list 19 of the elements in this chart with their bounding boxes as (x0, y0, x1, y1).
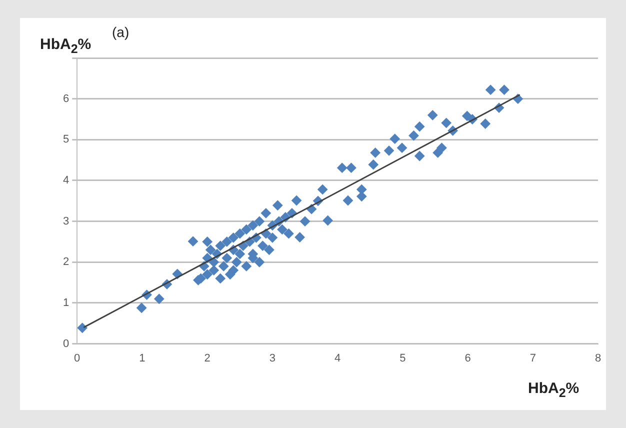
x-tick-label: 8 (594, 352, 602, 364)
text: (a) (112, 24, 130, 40)
y-tick-label: 5 (62, 134, 70, 146)
y-tick-label: 1 (62, 297, 70, 310)
y-tick-label: 4 (62, 174, 70, 187)
y-axis-title: HbA$_{2}$% (40, 36, 92, 56)
y-tick-label: 2 (62, 256, 70, 268)
x-tick-label: 2 (204, 352, 210, 364)
x-tick-label: 7 (530, 352, 536, 364)
x-tick-label: 3 (269, 352, 276, 364)
x-axis-title: HbA$_{2}$% (528, 380, 580, 400)
x-tick-label: 0 (74, 352, 80, 364)
y-tick-label: 3 (62, 215, 70, 228)
x-tick-label: 6 (464, 352, 471, 364)
x-tick-label: 4 (334, 352, 341, 364)
y-tick-label: 0 (62, 338, 70, 350)
x-tick-label: 5 (400, 352, 406, 364)
y-tick-label: 6 (62, 92, 70, 105)
x-tick-label: 1 (139, 352, 146, 364)
